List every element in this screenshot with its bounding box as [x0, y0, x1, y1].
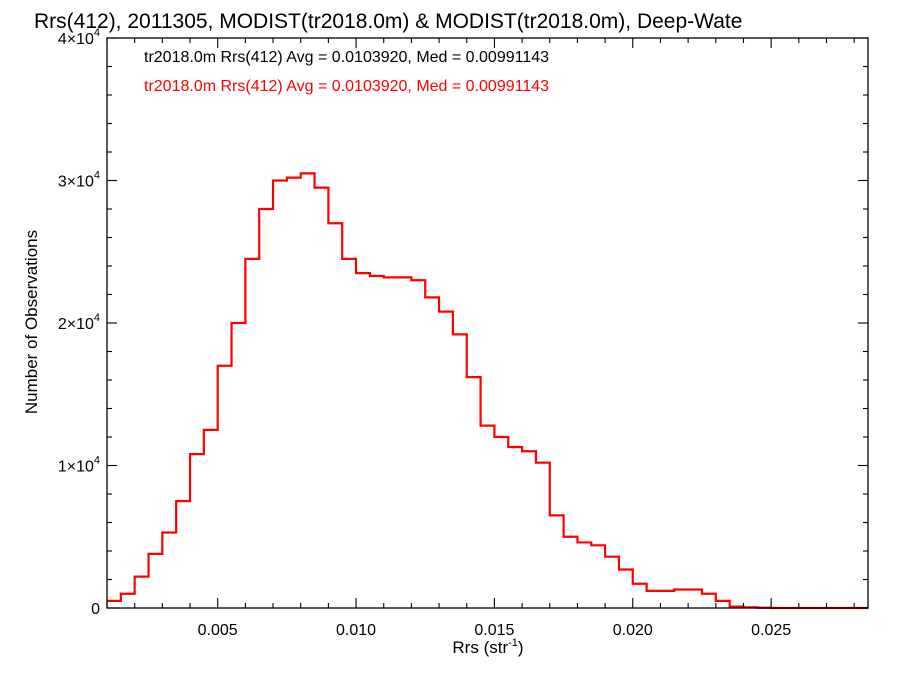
y-tick-label: 2×104	[58, 312, 100, 333]
x-axis-title-superscript: -1	[508, 637, 518, 649]
y-tick-label: 3×104	[58, 170, 100, 191]
x-tick-label: 0.025	[751, 622, 791, 639]
x-axis-title: Rrs (str-1)	[452, 637, 523, 657]
y-tick-label: 1×104	[58, 455, 100, 476]
x-axis: 0.005 0.010 0.015 0.020 0.025	[106, 38, 855, 639]
y-tick-label: 0	[91, 601, 100, 618]
y-tick-label: 4×104	[58, 27, 100, 48]
plot-frame	[106, 37, 869, 609]
stats-annotation-black: tr2018.0m Rrs(412) Avg = 0.0103920, Med …	[144, 49, 549, 66]
x-tick-label: 0.005	[198, 622, 238, 639]
x-tick-label: 0.015	[474, 622, 514, 639]
x-tick-label: 0.010	[336, 622, 376, 639]
x-tick-label: 0.020	[613, 622, 653, 639]
histogram-series-line	[107, 172, 868, 610]
stats-annotation-red: tr2018.0m Rrs(412) Avg = 0.0103920, Med …	[144, 78, 549, 95]
chart-title: Rrs(412), 2011305, MODIST(tr2018.0m) & M…	[34, 10, 742, 33]
y-axis: 0 1×104 2×104 3×104 4×104	[58, 27, 868, 618]
x-axis-title-end: )	[518, 638, 524, 657]
x-axis-title-main: Rrs (str	[452, 638, 508, 657]
plot-area	[107, 172, 868, 610]
y-axis-title: Number of Observations	[22, 230, 41, 414]
